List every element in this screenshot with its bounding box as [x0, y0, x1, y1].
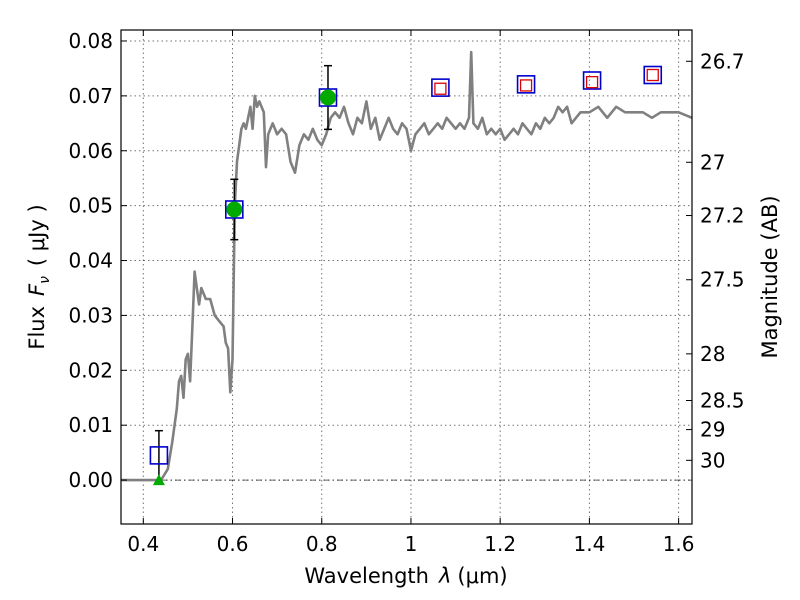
right-tick-label: 30 — [700, 448, 725, 472]
ir-photometry-point — [434, 82, 447, 95]
y-tick-label: 0.02 — [68, 358, 113, 382]
photometry-markers — [149, 64, 663, 486]
x-tick-label: 1 — [405, 532, 418, 556]
y-tick-label: 0.06 — [68, 139, 113, 163]
right-tick-label: 27.2 — [700, 204, 745, 228]
plot-frame — [120, 29, 693, 525]
y-tick-label: 0.03 — [68, 303, 113, 327]
detection-point — [319, 89, 336, 106]
model-photometry-point — [582, 71, 602, 90]
x-tick-label: 1.2 — [484, 532, 516, 556]
y-tick-label: 0.00 — [68, 468, 113, 492]
ir-photometry-point — [519, 79, 533, 92]
y-tick-label: 0.07 — [68, 84, 113, 108]
x-axis-label: Wavelength λ (μm) — [304, 564, 507, 588]
x-tick-label: 1.4 — [573, 532, 605, 556]
y-tick-label: 0.04 — [68, 249, 113, 273]
right-tick-label: 27 — [700, 150, 725, 174]
model-photometry-point — [149, 446, 169, 465]
x-tick-label: 0.8 — [306, 532, 338, 556]
model-photometry-point — [516, 75, 536, 94]
model-photometry-point — [643, 65, 663, 85]
y-axis-right: 26.7 27 27.2 27.5 28 28.5 29 30 — [686, 49, 745, 472]
right-tick-label: 28.5 — [700, 389, 745, 413]
right-tick-label: 26.7 — [700, 49, 745, 73]
model-sed-series — [121, 50, 693, 482]
x-tick-label: 1.6 — [663, 532, 695, 556]
x-tick-label: 0.4 — [127, 532, 159, 556]
grid-lines — [121, 30, 692, 524]
model-photometry-point — [318, 88, 338, 107]
right-tick-label: 27.5 — [700, 268, 745, 292]
upper-limit-point — [152, 474, 165, 486]
right-tick-label: 28 — [700, 342, 725, 366]
y-tick-label: 0.08 — [68, 29, 113, 53]
right-tick-label: 29 — [700, 418, 725, 442]
x-axis: 0.4 0.6 0.8 1 1.2 1.4 1.6 — [127, 30, 695, 556]
detection-point — [226, 201, 243, 218]
y-tick-label: 0.05 — [68, 194, 113, 218]
model-photometry-point — [431, 78, 450, 97]
y-axis-left: 0.00 0.01 0.02 0.03 0.04 0.05 0.06 0.07 0.08 — [68, 29, 127, 492]
ir-photometry-point — [646, 68, 659, 82]
y-axis-label: FluxFν( μJy ) — [25, 204, 53, 349]
ir-photometry-point — [585, 75, 599, 89]
y-tick-label: 0.01 — [68, 413, 113, 437]
model-photometry-point — [225, 200, 244, 219]
x-tick-label: 0.6 — [217, 532, 249, 556]
right-axis-label: Magnitude (AB) — [758, 195, 782, 358]
